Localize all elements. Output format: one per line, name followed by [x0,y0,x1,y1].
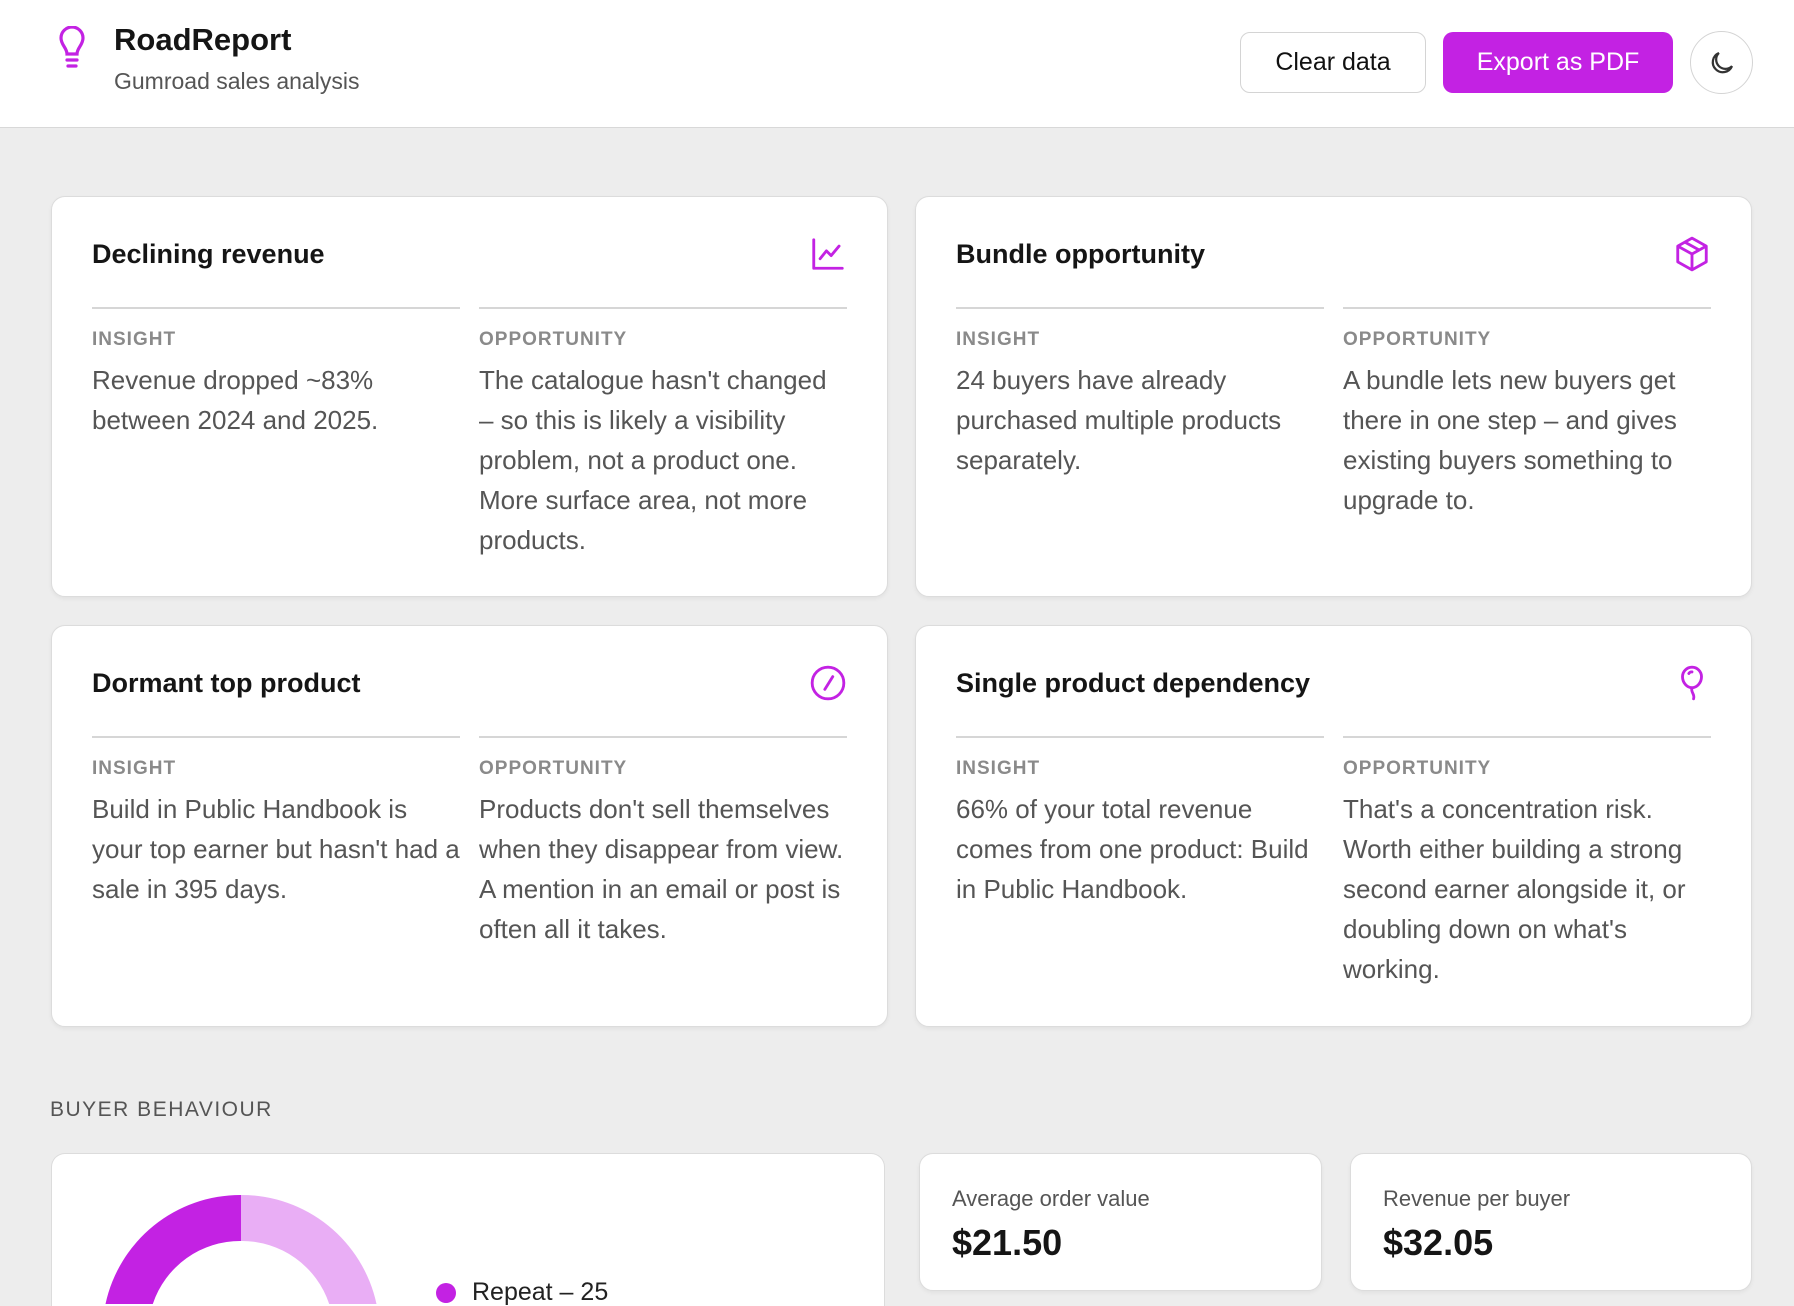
stat-value: $21.50 [952,1222,1063,1263]
insight-text: 66% of your total revenue comes from one… [956,794,1309,904]
card-title: Single product dependency [956,668,1311,698]
insight-column: INSIGHT Build in Public Handbook is your … [92,736,460,909]
legend-dot [436,1282,456,1303]
stat-label: Revenue per buyer [1383,1186,1571,1211]
opportunity-column: OPPORTUNITY That's a concentration risk. … [1343,736,1711,989]
card-title: Bundle opportunity [956,239,1205,269]
insight-card-declining-revenue: Declining revenue INSIGHT Revenue dropped… [51,196,888,597]
insight-card-dormant-top-product: Dormant top product INSIGHT Build in Publ… [51,625,888,1027]
opportunity-label: OPPORTUNITY [1343,758,1492,779]
stat-label: Average order value [952,1186,1150,1211]
donut-segment-repeat [105,1194,241,1304]
insight-text: Revenue dropped ~83% between 2024 and 20… [92,365,379,435]
opportunity-text: A bundle lets new buyers get there in on… [1343,365,1677,515]
buyer-donut-card: Repeat – 25 [51,1153,885,1306]
gauge-icon [810,665,846,701]
insight-column: INSIGHT 24 buyers have already purchased … [956,307,1324,480]
section-heading-buyer-behaviour: BUYER BEHAVIOUR [50,1098,273,1121]
chart-line-icon [812,238,844,270]
opportunity-text: Products don't sell themselves when they… [479,794,844,944]
stat-value: $32.05 [1383,1222,1494,1263]
app-header: RoadReport Gumroad sales analysis Clear … [0,0,1794,128]
legend-label: Repeat – 25 [472,1278,609,1306]
insight-card-single-product-dependency: Single product dependency INSIGHT 66% of … [915,625,1752,1027]
moon-icon [1711,51,1733,73]
theme-toggle-button[interactable] [1690,31,1753,94]
insight-column: INSIGHT Revenue dropped ~83% between 2024… [92,307,460,440]
buyer-donut-chart [105,1194,377,1304]
insight-text: Build in Public Handbook is your top ear… [92,794,460,904]
insight-label: INSIGHT [956,329,1041,350]
opportunity-text: That's a concentration risk. Worth eithe… [1343,794,1686,984]
export-pdf-button[interactable]: Export as PDF [1443,32,1673,93]
balloon-icon [1681,665,1703,701]
insight-label: INSIGHT [92,329,177,350]
opportunity-text: The catalogue hasn't changed – so this i… [479,365,827,555]
lightbulb-icon [59,26,85,68]
app-title: RoadReport [114,22,292,57]
opportunity-label: OPPORTUNITY [1343,329,1492,350]
insight-card-bundle-opportunity: Bundle opportunity INSIGHT 24 buyers have… [915,196,1752,597]
stat-card-revenue-per-buyer: Revenue per buyer $32.05 [1350,1153,1752,1291]
card-title: Dormant top product [92,668,361,698]
opportunity-label: OPPORTUNITY [479,329,628,350]
legend-item-repeat: Repeat – 25 [436,1280,608,1305]
opportunity-column: OPPORTUNITY The catalogue hasn't changed … [479,307,847,560]
clear-data-button[interactable]: Clear data [1240,32,1426,93]
insight-label: INSIGHT [956,758,1041,779]
app-subtitle: Gumroad sales analysis [114,68,360,94]
insight-label: INSIGHT [92,758,177,779]
card-title: Declining revenue [92,239,325,269]
opportunity-column: OPPORTUNITY Products don't sell themselve… [479,736,847,949]
donut-segment-new [241,1194,377,1304]
stat-card-average-order-value: Average order value $21.50 [919,1153,1322,1291]
package-icon [1676,236,1708,272]
insight-text: 24 buyers have already purchased multipl… [956,365,1282,475]
insight-column: INSIGHT 66% of your total revenue comes f… [956,736,1324,909]
opportunity-column: OPPORTUNITY A bundle lets new buyers get … [1343,307,1711,520]
opportunity-label: OPPORTUNITY [479,758,628,779]
